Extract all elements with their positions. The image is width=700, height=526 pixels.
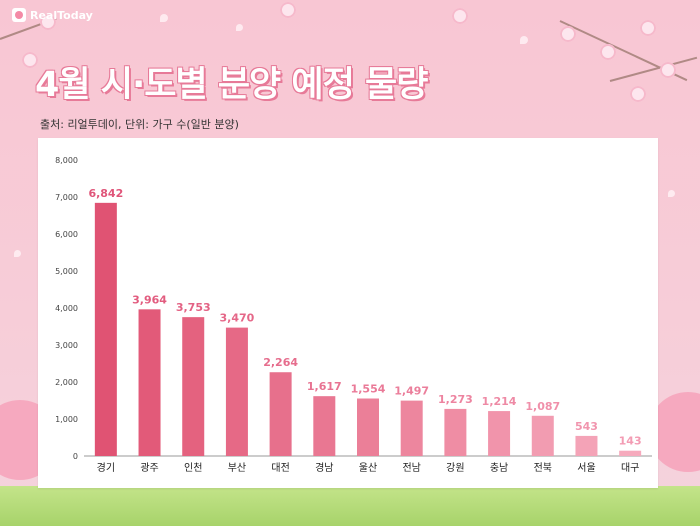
- y-tick-label: 4,000: [55, 304, 78, 313]
- x-tick-label: 충남: [490, 462, 508, 474]
- bar: [444, 408, 467, 456]
- bar: [357, 398, 379, 456]
- x-tick-label: 울산: [359, 462, 377, 474]
- data-label: 1,273: [438, 393, 473, 406]
- bar: [575, 435, 598, 456]
- y-tick-label: 7,000: [55, 193, 78, 202]
- x-tick-label: 경기: [97, 461, 115, 474]
- bar: [182, 317, 205, 456]
- data-label: 3,964: [132, 293, 167, 306]
- bar: [619, 450, 642, 456]
- data-label: 1,617: [307, 380, 342, 393]
- x-tick-label: 전북: [534, 462, 552, 474]
- bar-chart: 0 1,000 2,000 3,000 4,000 5,000 6,000 7,000 8,00…: [55, 156, 652, 474]
- data-label: 143: [619, 435, 642, 448]
- x-tick-label: 인천: [184, 462, 202, 474]
- y-tick-label: 0: [73, 452, 78, 461]
- data-label: 1,214: [482, 395, 517, 408]
- y-tick-label: 8,000: [55, 156, 78, 165]
- chart-title: 4월 시·도별 분양 예정 물량: [35, 65, 428, 105]
- x-tick-label: 서울: [577, 462, 595, 474]
- bar: [225, 327, 248, 456]
- bar: [138, 309, 161, 456]
- x-tick-label: 광주: [140, 462, 158, 474]
- y-tick-label: 6,000: [55, 230, 78, 239]
- data-label: 3,470: [220, 312, 255, 325]
- data-label: 543: [575, 420, 598, 433]
- y-tick-label: 5,000: [55, 267, 78, 276]
- x-tick-label: 경남: [315, 461, 333, 474]
- logo-text: RealToday: [30, 8, 93, 22]
- data-label: 1,497: [394, 385, 429, 398]
- bar: [94, 202, 117, 456]
- y-tick-label: 2,000: [55, 378, 78, 387]
- y-tick-label: 3,000: [55, 341, 78, 350]
- bar: [488, 411, 511, 456]
- chart-card: 0 1,000 2,000 3,000 4,000 5,000 6,000 7,000 8,00…: [38, 138, 658, 488]
- data-label: 6,842: [88, 187, 123, 200]
- bar: [269, 372, 292, 456]
- x-tick-label: 전남: [402, 462, 420, 474]
- bar: [531, 415, 554, 456]
- x-tick-label: 부산: [228, 462, 246, 474]
- bar: [313, 396, 336, 456]
- y-tick-label: 1,000: [55, 415, 78, 424]
- data-label: 2,264: [263, 356, 298, 369]
- data-label: 1,554: [351, 383, 386, 396]
- bar: [400, 400, 423, 456]
- x-tick-label: 대구: [621, 462, 639, 474]
- data-label: 3,753: [176, 301, 211, 314]
- x-tick-label: 대전: [271, 462, 289, 474]
- brand-logo: RealToday: [12, 8, 93, 22]
- x-tick-label: 강원: [446, 462, 464, 474]
- realtoday-logo-icon: [12, 8, 26, 22]
- chart-source-note: 출처: 리얼투데이, 단위: 가구 수(일반 분양): [40, 118, 239, 131]
- data-label: 1,087: [525, 400, 560, 413]
